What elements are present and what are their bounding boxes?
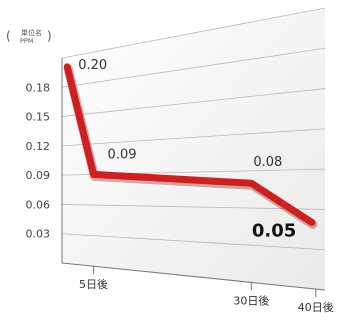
y-tick-label: 0.18 [26, 81, 51, 94]
x-axis-line [61, 262, 326, 291]
grid-lines [61, 7, 326, 251]
axes [61, 58, 326, 298]
unit-paren-open: ( [6, 29, 11, 43]
grid-line [61, 47, 326, 88]
grid-line [61, 233, 326, 251]
series [63, 63, 318, 229]
y-tick-label: 0.06 [26, 198, 51, 211]
unit-paren-close: ) [47, 29, 52, 43]
unit-label-line1: 単位名 [21, 28, 42, 37]
grid-line [61, 204, 326, 210]
x-tick-label: 30日後 [233, 293, 269, 307]
series-line [63, 63, 316, 226]
grid-line [61, 128, 326, 147]
tick-labels: 0.18 0.15 0.12 0.09 0.06 0.03 5日後 30日後 40日後 [26, 81, 334, 314]
data-label: 0.09 [108, 147, 137, 162]
x-tick-label: 5日後 [79, 277, 108, 291]
x-tick-label: 40日後 [298, 300, 334, 314]
y-tick-label: 0.12 [26, 140, 51, 153]
data-label: 0.08 [253, 155, 282, 170]
data-label: 0.05 [252, 220, 296, 241]
grid-line [61, 7, 326, 59]
y-tick-label: 0.03 [26, 228, 51, 241]
data-labels: 0.20 0.09 0.08 0.05 [78, 58, 296, 242]
y-tick-label: 0.09 [26, 169, 51, 182]
grid-line [61, 88, 326, 117]
data-label: 0.20 [78, 58, 107, 73]
y-tick-label: 0.15 [26, 111, 51, 124]
plot-panel [62, 8, 325, 290]
unit-label-line2: PPM [20, 37, 33, 45]
